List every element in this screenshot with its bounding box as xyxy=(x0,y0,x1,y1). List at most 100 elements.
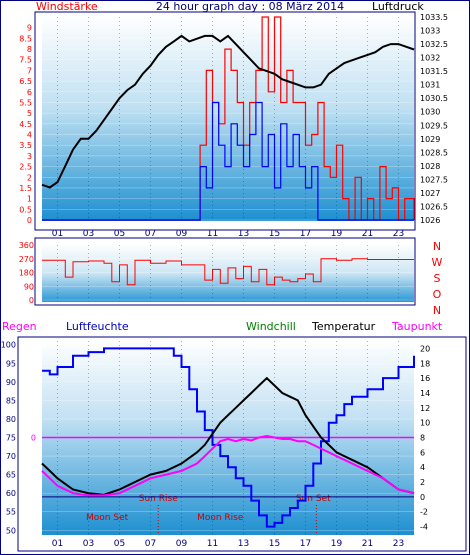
pressure-tick-11: 1031.5 xyxy=(420,67,448,76)
humidity-tick-2: 60 xyxy=(6,489,16,498)
p3-xtick-5: 11 xyxy=(207,539,218,549)
wind-axis-title: Windstärke xyxy=(36,0,98,13)
p1-xtick-8: 17 xyxy=(300,229,311,239)
pressure-tick-5: 1028.5 xyxy=(420,148,448,157)
direction-tick-2: 180 xyxy=(19,269,34,278)
panel1-plot-bg xyxy=(42,16,414,221)
rain-label: Regen xyxy=(2,320,37,333)
wind-tick-12: 6 xyxy=(27,88,32,97)
wind-pressure-panel: 0 0.51 1.5 22.5 3 3.54 4.5 5 5.56 6.5 77.5 8 8.59 10… xyxy=(19,11,448,239)
temp-tick-11: 18 xyxy=(420,359,430,368)
pressure-tick-1: 1026.5 xyxy=(420,202,448,211)
humidity-series xyxy=(42,347,415,528)
moon-set-label: Moon Set xyxy=(86,513,129,523)
pressure-tick-12: 1032 xyxy=(420,54,440,63)
p3-xtick-2: 05 xyxy=(114,539,125,549)
wind-tick-9: 4.5 xyxy=(19,120,32,129)
humidity-tick-10: 100 xyxy=(1,341,16,350)
wind-tick-4: 2 xyxy=(27,173,32,182)
wind-tick-0: 0 xyxy=(27,216,32,225)
compass-tick-1: W xyxy=(432,256,443,269)
humidity-temperature-panel: 50 55 60 65 70 75 80 85 90 95 100 0 -4 -2 0 2 4 6 8 10 12 14… xyxy=(1,336,467,552)
temp-tick-10: 16 xyxy=(420,374,430,383)
wind-tick-3: 1.5 xyxy=(19,184,32,193)
p3-xtick-7: 15 xyxy=(269,539,280,549)
dewpoint-label: Taupunkt xyxy=(391,320,443,333)
humidity-tick-0: 50 xyxy=(6,526,16,535)
p1-xtick-10: 21 xyxy=(362,229,373,239)
temperature-series xyxy=(41,376,415,496)
pressure-tick-7: 1029.5 xyxy=(420,121,448,130)
temp-tick-6: 8 xyxy=(420,434,425,443)
p3-xtick-4: 09 xyxy=(176,539,188,549)
pressure-tick-9: 1030.5 xyxy=(420,94,448,103)
temp-tick-5: 6 xyxy=(420,448,425,457)
temp-tick-8: 12 xyxy=(420,404,430,413)
pressure-tick-0: 1026 xyxy=(420,216,440,225)
wind-tick-14: 7 xyxy=(27,66,32,75)
pressure-tick-13: 1032.5 xyxy=(420,40,448,49)
temp-tick-7: 10 xyxy=(420,419,430,428)
humidity-label: Luftfeuchte xyxy=(66,320,129,333)
direction-tick-1: 90 xyxy=(24,282,34,291)
graph-title: 24 hour graph day : 08 März 2014 xyxy=(156,0,344,13)
humidity-tick-8: 90 xyxy=(6,378,16,387)
temp-tick-12: 20 xyxy=(420,344,430,353)
temp-tick-3: 2 xyxy=(420,478,425,487)
p1-xtick-0: 01 xyxy=(52,229,63,239)
sun-set-label: Sun Set xyxy=(296,494,331,504)
dewpoint-series xyxy=(41,434,415,497)
sun-rise-label: Sun Rise xyxy=(139,494,178,504)
pressure-tick-15: 1033.5 xyxy=(420,13,448,22)
p1-xtick-4: 09 xyxy=(176,229,188,239)
temp-tick-4: 4 xyxy=(420,463,425,472)
p1-xtick-5: 11 xyxy=(207,229,218,239)
wind-tick-11: 5.5 xyxy=(19,98,32,107)
p3-xtick-9: 19 xyxy=(331,539,343,549)
wind-series xyxy=(42,101,414,221)
compass-tick-2: S xyxy=(434,272,441,285)
p3-xtick-1: 03 xyxy=(83,539,94,549)
wind-tick-18: 9 xyxy=(27,24,32,33)
humidity-tick-7: 85 xyxy=(6,396,16,405)
humidity-tick-4: 70 xyxy=(6,452,16,461)
direction-tick-4: 360 xyxy=(19,241,34,250)
pressure-tick-3: 1027.5 xyxy=(420,175,448,184)
p1-xtick-11: 23 xyxy=(393,229,404,239)
wind-tick-1: 0.5 xyxy=(19,205,32,214)
pressure-tick-2: 1027 xyxy=(420,189,440,198)
p3-xtick-10: 21 xyxy=(362,539,373,549)
p1-xtick-7: 15 xyxy=(269,229,280,239)
compass-tick-3: O xyxy=(433,288,442,301)
wind-tick-17: 8.5 xyxy=(19,34,32,43)
compass-tick-0: N xyxy=(433,240,441,253)
pressure-tick-4: 1028 xyxy=(420,162,440,171)
direction-tick-3: 270 xyxy=(19,255,34,264)
pressure-series xyxy=(41,34,415,189)
wind-tick-13: 6.5 xyxy=(19,77,32,86)
humidity-tick-5: 75 xyxy=(6,434,16,443)
humidity-tick-3: 65 xyxy=(6,471,16,480)
wind-tick-6: 3 xyxy=(27,152,32,161)
temp-tick-9: 14 xyxy=(420,389,430,398)
wind-tick-2: 1 xyxy=(27,195,32,204)
humidity-tick-9: 95 xyxy=(6,359,16,368)
panel3-frame xyxy=(17,336,467,552)
panel1-frame xyxy=(34,11,416,231)
direction-tick-0: 0 xyxy=(29,296,34,305)
direction-series xyxy=(42,258,414,286)
p3-xtick-6: 13 xyxy=(238,539,249,549)
p3-xtick-0: 01 xyxy=(52,539,63,549)
p1-xtick-2: 05 xyxy=(114,229,125,239)
p3-xtick-11: 23 xyxy=(393,539,404,549)
p1-xtick-6: 13 xyxy=(238,229,249,239)
pressure-tick-14: 1033 xyxy=(420,27,440,36)
wind-tick-16: 8 xyxy=(27,45,32,54)
panel2-frame xyxy=(34,237,416,306)
humidity-tick-1: 55 xyxy=(6,508,16,517)
p1-xtick-3: 07 xyxy=(145,229,156,239)
wind-tick-15: 7.5 xyxy=(19,56,32,65)
temperature-label: Temperatur xyxy=(311,320,376,333)
temp-tick-1: -2 xyxy=(420,508,428,517)
p1-xtick-9: 19 xyxy=(331,229,343,239)
